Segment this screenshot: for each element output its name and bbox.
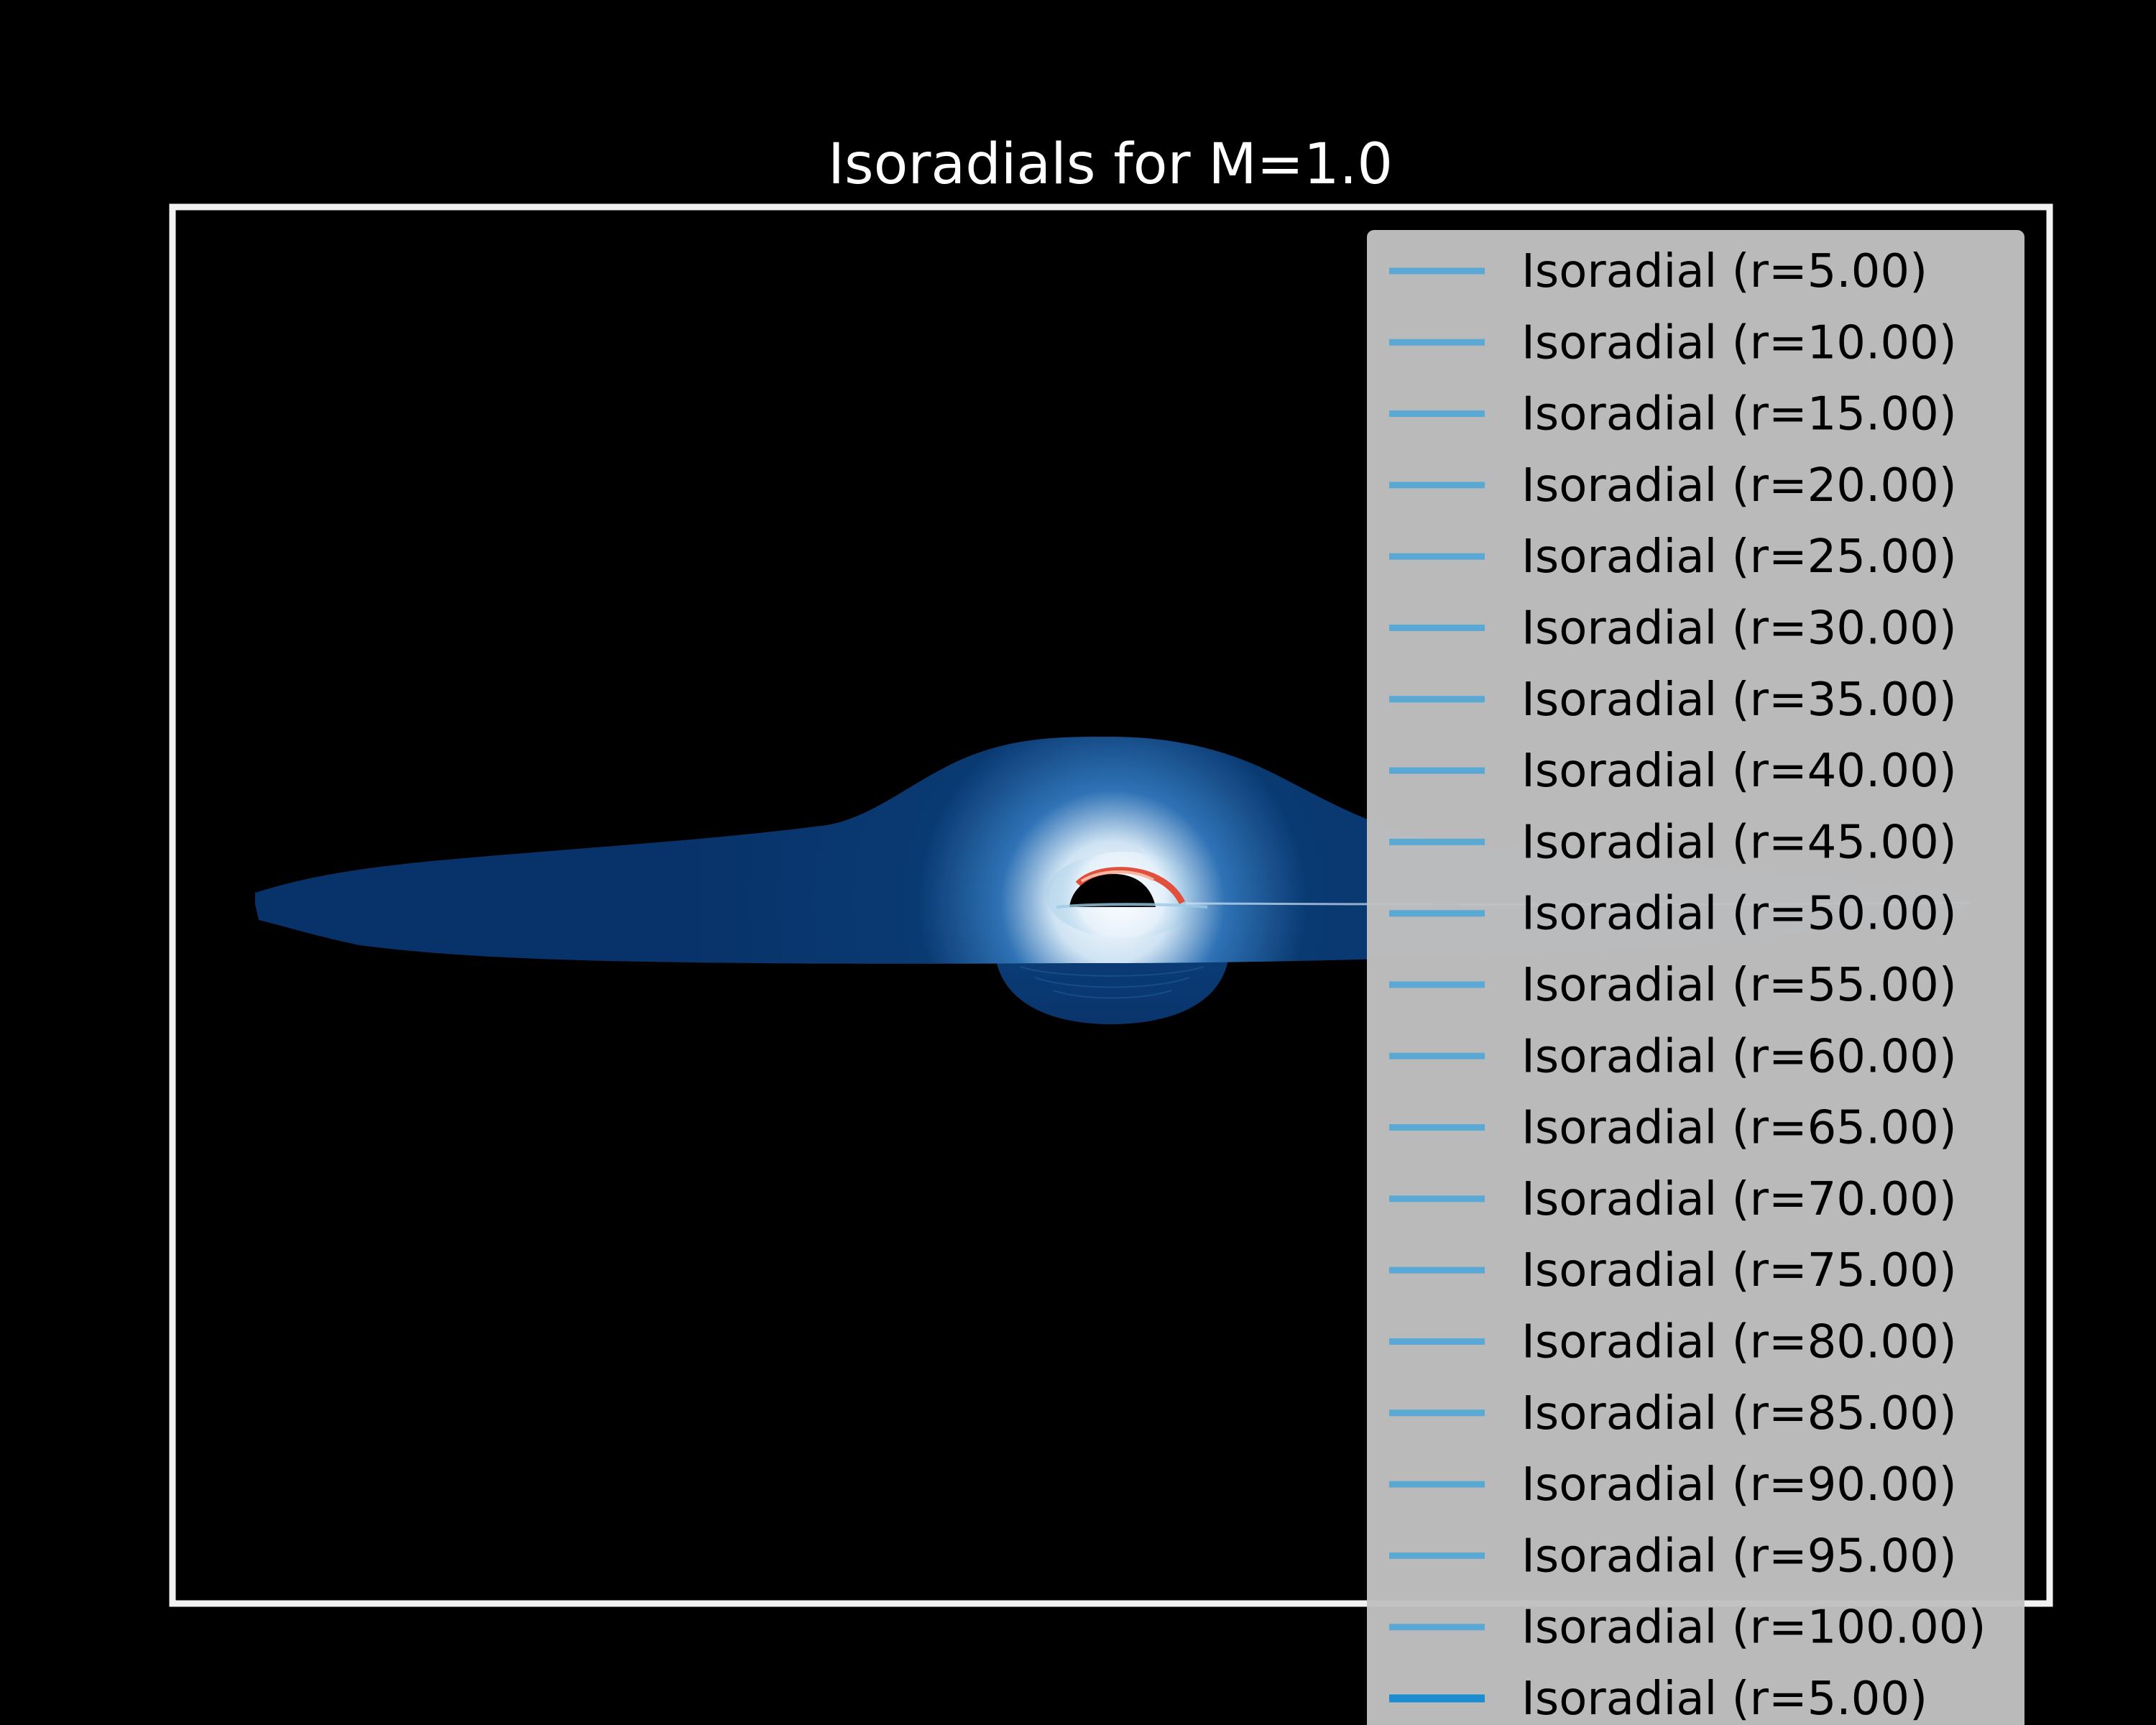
legend-label-7: Isoradial (r=40.00): [1521, 745, 1957, 798]
legend-label-2: Isoradial (r=15.00): [1521, 388, 1957, 441]
legend-label-1: Isoradial (r=10.00): [1521, 316, 1957, 369]
legend-entries: Isoradial (r=5.00) Isoradial (r=10.00) Iso…: [1389, 245, 1986, 1725]
chart-title: Isoradials for M=1.0: [828, 132, 1393, 197]
legend-label-11: Isoradial (r=60.00): [1521, 1030, 1957, 1083]
legend-label-15: Isoradial (r=80.00): [1521, 1316, 1957, 1369]
legend-label-4: Isoradial (r=25.00): [1521, 530, 1957, 584]
disk-front-edge: [1056, 903, 1208, 908]
legend-label-3: Isoradial (r=20.00): [1521, 459, 1957, 512]
disk-lower-rings: [1020, 966, 1204, 999]
plot-frame: [169, 203, 2053, 1607]
disk-hot-rim-core: [1080, 870, 1154, 883]
legend-label-14: Isoradial (r=75.00): [1521, 1244, 1957, 1297]
legend-label-9: Isoradial (r=50.00): [1521, 888, 1957, 941]
legend-box: [1367, 230, 2024, 1725]
legend-label-6: Isoradial (r=35.00): [1521, 673, 1957, 727]
legend-label-0: Isoradial (r=5.00): [1521, 245, 1927, 298]
legend-label-18: Isoradial (r=95.00): [1521, 1530, 1957, 1583]
legend-label-13: Isoradial (r=70.00): [1521, 1173, 1957, 1226]
legend-label-5: Isoradial (r=30.00): [1521, 602, 1957, 656]
legend-label-16: Isoradial (r=85.00): [1521, 1387, 1957, 1440]
legend-label-20: Isoradial (r=5.00): [1521, 1673, 1927, 1725]
legend-label-19: Isoradial (r=100.00): [1521, 1601, 1986, 1655]
legend-label-12: Isoradial (r=65.00): [1521, 1102, 1957, 1155]
legend-label-10: Isoradial (r=55.00): [1521, 959, 1957, 1012]
legend-label-8: Isoradial (r=45.00): [1521, 816, 1957, 869]
legend-label-17: Isoradial (r=90.00): [1521, 1458, 1957, 1512]
black-hole-shadow: [1069, 874, 1156, 907]
legend: Isoradial (r=5.00) Isoradial (r=10.00) Iso…: [1367, 230, 2024, 1725]
